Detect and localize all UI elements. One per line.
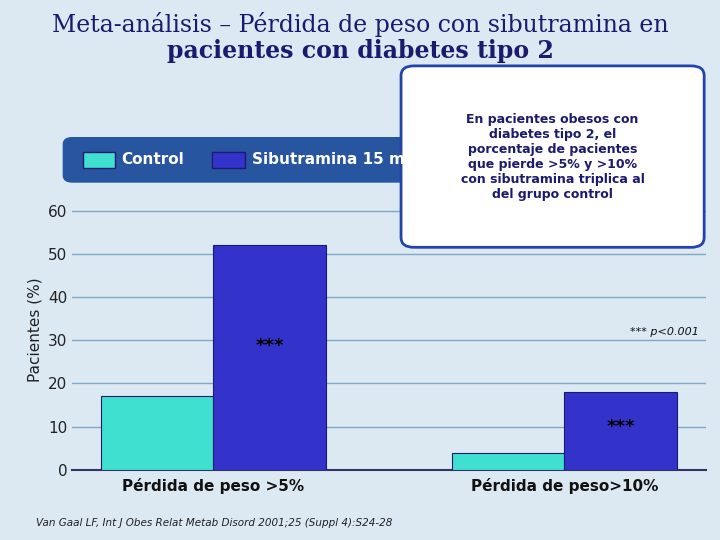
Text: *** p<0.001: *** p<0.001 [629, 327, 698, 337]
Text: En pacientes obesos con
diabetes tipo 2, el
porcentaje de pacientes
que pierde >: En pacientes obesos con diabetes tipo 2,… [461, 113, 644, 200]
Text: ***: *** [606, 418, 635, 436]
Bar [213, 245, 325, 470]
Text: Control: Control [121, 152, 184, 167]
Text: Sibutramina 15 mg: Sibutramina 15 mg [252, 152, 415, 167]
Bar [564, 392, 677, 470]
Text: ***: *** [255, 338, 284, 355]
Text: Van Gaal LF, Int J Obes Relat Metab Disord 2001;25 (Suppl 4):S24-28: Van Gaal LF, Int J Obes Relat Metab Diso… [36, 518, 392, 528]
Bar [101, 396, 213, 470]
Text: Meta-análisis – Pérdida de peso con sibutramina en: Meta-análisis – Pérdida de peso con sibu… [52, 12, 668, 37]
Y-axis label: Pacientes (%): Pacientes (%) [27, 277, 42, 382]
Bar [452, 453, 564, 470]
Text: pacientes con diabetes tipo 2: pacientes con diabetes tipo 2 [166, 39, 554, 63]
